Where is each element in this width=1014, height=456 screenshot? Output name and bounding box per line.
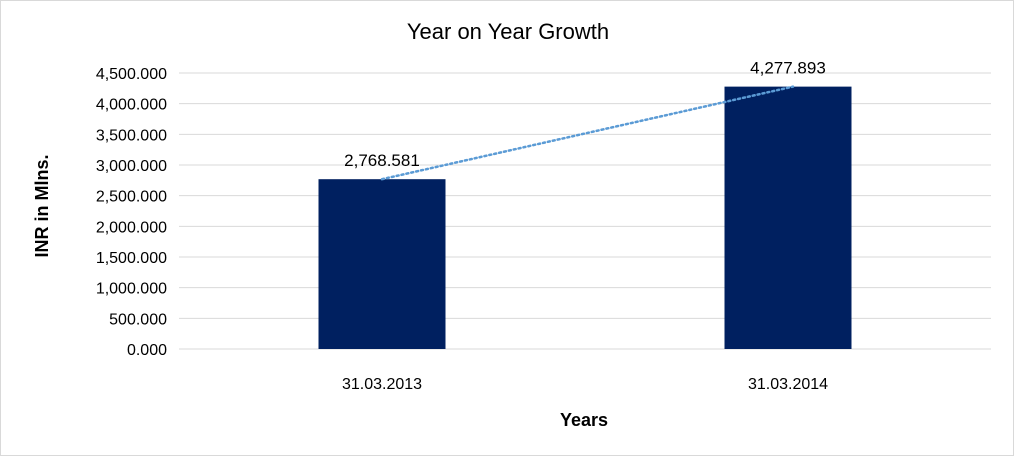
bar: [724, 86, 852, 350]
y-tick-label: 0.000: [127, 342, 167, 359]
trendline: [380, 85, 795, 181]
y-tick-label: 3,500.000: [96, 127, 167, 144]
y-tick-label: 2,500.000: [96, 189, 167, 206]
bar: [318, 179, 446, 349]
y-axis-label: INR in Mlns.: [32, 155, 52, 258]
gridlines: [179, 72, 991, 350]
y-tick-label: 2,000.000: [96, 219, 167, 236]
trendline-line: [380, 85, 795, 181]
y-tick-label: 4,500.000: [96, 66, 167, 83]
y-tick-label: 1,500.000: [96, 250, 167, 267]
y-tick-label: 500.000: [109, 311, 167, 328]
y-tick-label: 3,000.000: [96, 158, 167, 175]
y-tick-label: 4,000.000: [96, 97, 167, 114]
bars: [318, 86, 852, 350]
y-tick-label: 1,000.000: [96, 281, 167, 298]
x-tick-label: 31.03.2014: [748, 376, 828, 393]
x-tick-label: 31.03.2013: [342, 376, 422, 393]
data-label: 2,768.581: [344, 151, 420, 170]
data-labels: 2,768.581 4,277.893: [344, 59, 826, 171]
data-label: 4,277.893: [750, 59, 826, 78]
x-axis-label: Years: [560, 410, 608, 430]
x-axis-ticks: 31.03.2013 31.03.2014: [342, 376, 828, 393]
y-axis-ticks: 0.000 500.000 1,000.000 1,500.000 2,000.000 2…: [96, 66, 167, 359]
chart-title: Year on Year Growth: [407, 19, 609, 44]
